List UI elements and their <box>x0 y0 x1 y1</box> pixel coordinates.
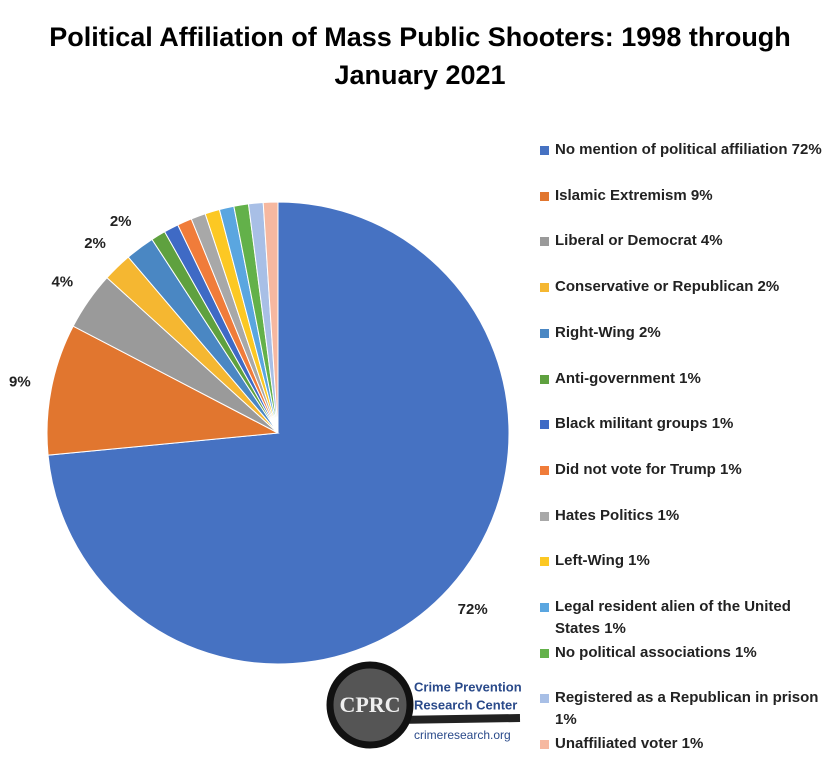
legend-swatch <box>540 603 549 612</box>
legend-label: No political associations 1% <box>555 643 757 661</box>
logo-url: crimeresearch.org <box>414 728 511 742</box>
data-label: 72% <box>458 601 488 618</box>
logo-handle <box>394 714 521 724</box>
logo-mark: CPRC <box>339 692 400 717</box>
legend-entry: Conservative or Republican 2% <box>540 276 830 298</box>
legend-label: Black militant groups 1% <box>555 415 734 433</box>
legend-entry: Liberal or Democrat 4% <box>540 230 830 252</box>
legend-label: Unaffiliated voter 1% <box>555 735 704 753</box>
pie-slice <box>262 201 279 434</box>
legend-entry: Left-Wing 1% <box>540 550 830 572</box>
legend-label: Conservative or Republican 2% <box>555 278 780 296</box>
legend-label: Right-Wing 2% <box>555 323 661 341</box>
data-labels: 72% 9% 4% 2%2% <box>9 213 488 618</box>
logo-name: Crime Prevention <box>414 679 522 694</box>
data-label: 2% <box>84 235 106 252</box>
logo-lens <box>326 661 414 749</box>
legend-swatch <box>540 511 549 521</box>
legend-entry: Unaffiliated voter 1% <box>540 733 830 755</box>
legend-entry: Right-Wing 2% <box>540 322 830 344</box>
legend-swatch <box>540 146 549 155</box>
legend-swatch <box>540 694 549 704</box>
legend-label: Legal resident alien of the United State… <box>555 598 791 637</box>
legend-entry: Anti-government 1% <box>540 368 830 390</box>
legend-swatch <box>540 648 549 658</box>
legend-entry: Hates Politics 1% <box>540 505 830 527</box>
legend-entry: No political associations 1% <box>540 642 830 664</box>
legend-entry: Legal resident alien of the United State… <box>540 596 830 640</box>
legend-swatch <box>540 557 549 567</box>
legend-swatch <box>540 191 549 201</box>
legend-label: Registered as a Republican in prison 1% <box>555 689 819 729</box>
legend-label: Left-Wing 1% <box>555 552 650 570</box>
legend-entry: Islamic Extremism 9% <box>540 185 830 207</box>
legend-entry: No mention of political affiliation 72% <box>540 139 830 161</box>
logo-name: Research Center <box>414 697 517 712</box>
legend-swatch <box>540 237 549 247</box>
legend-label: No mention of political affiliation 72% <box>555 141 822 158</box>
data-label: 9% <box>9 374 31 391</box>
chart-title: Political Affiliation of Mass Public Sho… <box>49 22 791 90</box>
legend-label: Islamic Extremism 9% <box>555 186 713 204</box>
legend-swatch <box>540 420 549 430</box>
legend-entry: Black militant groups 1% <box>540 413 830 435</box>
data-label: 4% <box>51 274 73 291</box>
legend-entry: Did not vote for Trump 1% <box>540 459 830 481</box>
legend-label: Liberal or Democrat 4% <box>555 232 723 250</box>
legend-swatch <box>540 740 549 750</box>
legend-swatch <box>540 283 549 293</box>
logo: CPRC Crime Prevention Research Center cr… <box>326 661 522 749</box>
pie-slice <box>46 325 280 456</box>
legend-label: Did not vote for Trump 1% <box>555 460 742 478</box>
data-label: 2% <box>110 213 132 230</box>
legend-swatch <box>540 328 549 338</box>
legend-label: Anti-government 1% <box>555 369 701 387</box>
legend-swatch <box>540 465 549 475</box>
legend-swatch <box>540 374 549 384</box>
legend-label: Hates Politics 1% <box>555 506 680 524</box>
pie <box>46 201 510 665</box>
legend-entry: Registered as a Republican in prison 1% <box>540 687 830 731</box>
